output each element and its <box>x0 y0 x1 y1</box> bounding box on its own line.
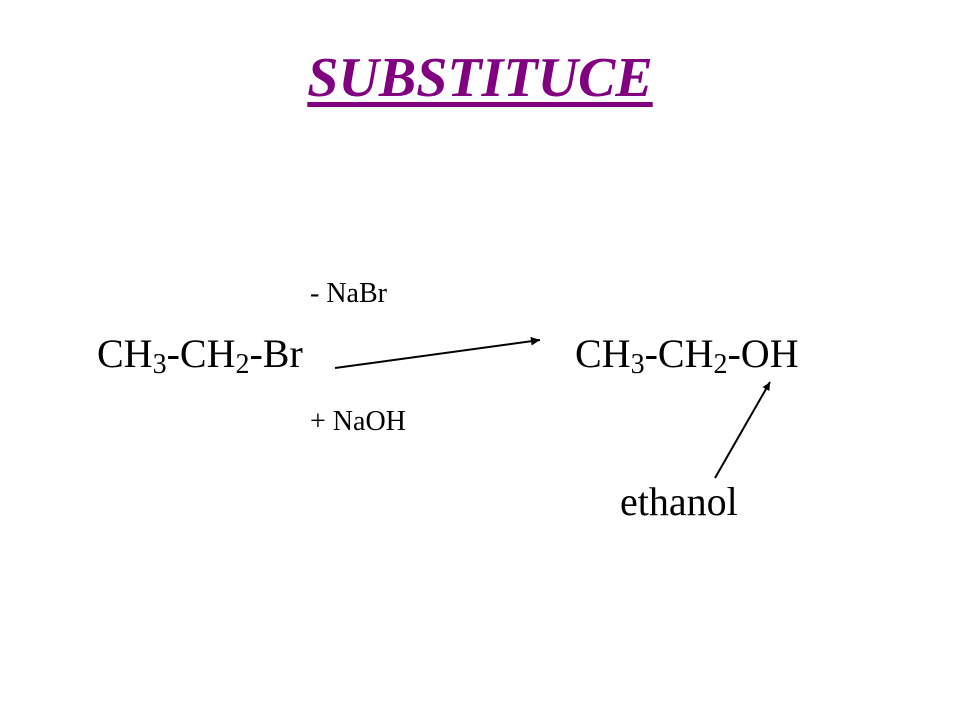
pointer-arrow <box>0 0 960 720</box>
slide: SUBSTITUCE - NaBr CH3-CH2-Br CH3-CH2-OH … <box>0 0 960 720</box>
